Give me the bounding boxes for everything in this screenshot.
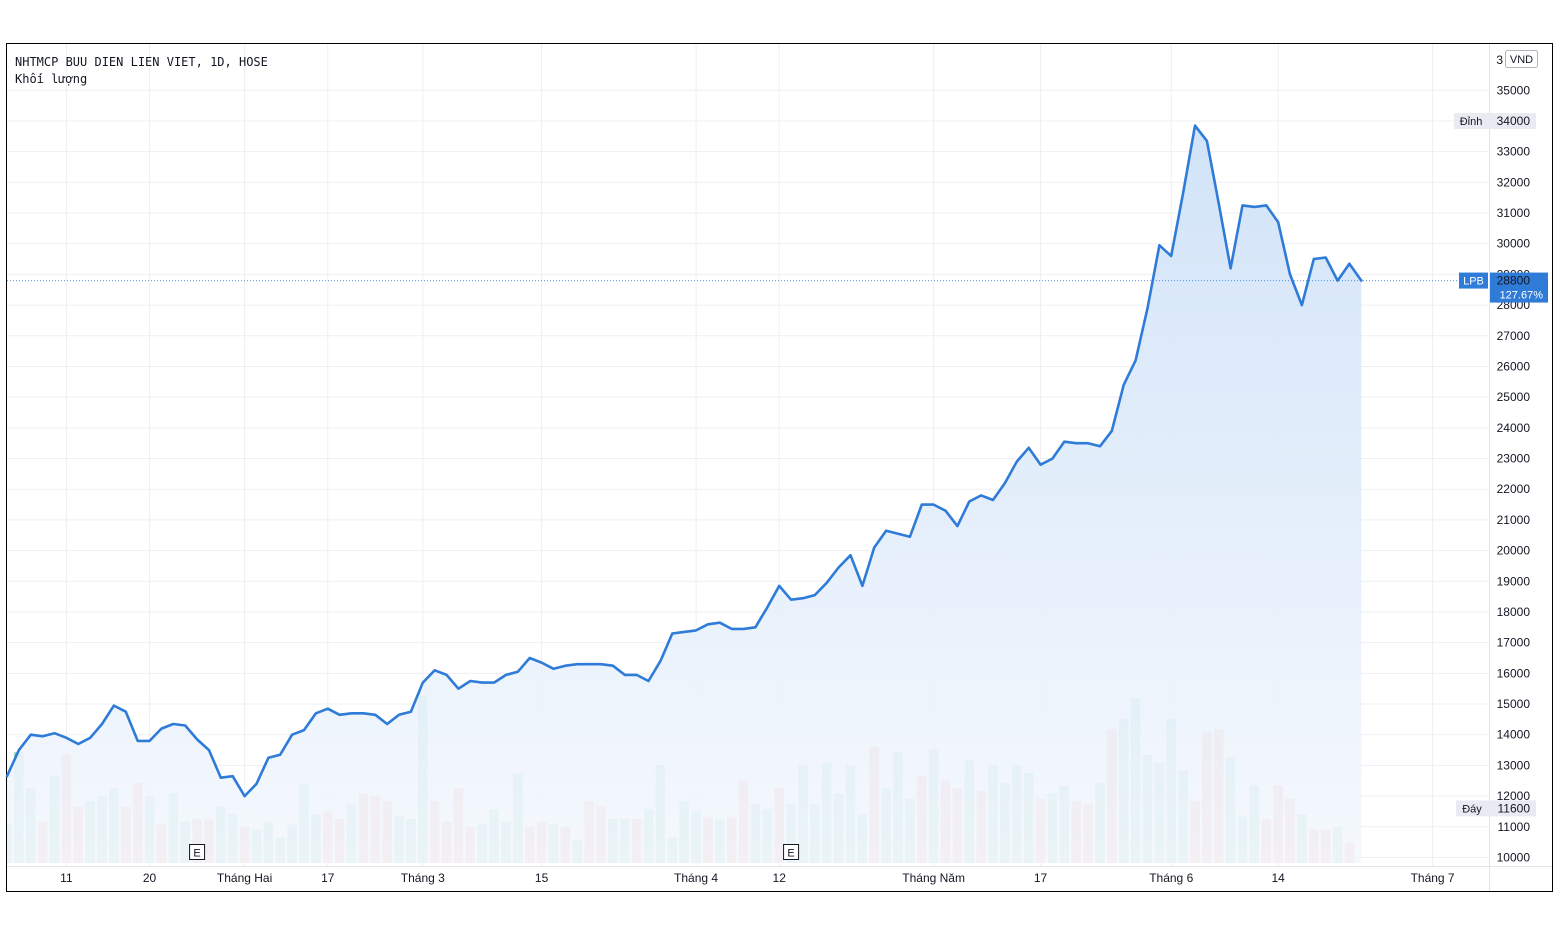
earnings-marker — [783, 844, 800, 860]
x-tick-label: Tháng 4 — [674, 871, 718, 885]
y-tick-label: 13000 — [1497, 758, 1531, 772]
symbol-label: LPB — [1463, 276, 1484, 288]
high-label-box — [1454, 112, 1490, 129]
y-tick-label: 19000 — [1497, 574, 1531, 588]
y-tick-label: 11000 — [1498, 820, 1531, 834]
earnings-marker-label: E — [787, 848, 794, 860]
y-tick-label: 31000 — [1497, 206, 1531, 220]
x-tick-label: Tháng 3 — [401, 871, 445, 885]
y-tick-label: 12000 — [1497, 789, 1531, 803]
price-axis[interactable]: 3500034000330003200031000300002900028000… — [1496, 50, 1538, 865]
time-axis[interactable]: 11 20 Tháng Hai 17 Tháng 3 15 Tháng 4 12 Tháng N… — [60, 871, 1455, 885]
y-tick-label: 14000 — [1497, 728, 1531, 742]
price-area — [7, 125, 1362, 864]
x-tick-label: Tháng Hai — [217, 871, 272, 885]
high-value: 34000 — [1497, 114, 1531, 128]
x-tick-label: 11 — [60, 871, 73, 885]
y-tick-label: 21000 — [1497, 513, 1531, 527]
y-tick-label: 23000 — [1497, 452, 1531, 466]
y-tick-label: 25000 — [1497, 390, 1531, 404]
low-value: 11600 — [1498, 801, 1531, 815]
low-label: Đáy — [1462, 803, 1482, 815]
y-tick-label: 30000 — [1497, 237, 1531, 251]
last-change: 127.67% — [1500, 290, 1544, 302]
chart-title: NHTMCP BUU DIEN LIEN VIET, 1D, HOSE — [15, 55, 268, 69]
last-price: 28800 — [1497, 274, 1531, 288]
x-tick-label: 12 — [773, 871, 787, 885]
earnings-marker — [189, 844, 206, 860]
earnings-marker-label: E — [193, 848, 200, 860]
y-tick-label: 22000 — [1497, 482, 1531, 496]
line-layer — [5, 124, 1489, 798]
low-label-box — [1456, 800, 1490, 817]
x-tick-label: 15 — [535, 871, 549, 885]
y-tick-label: 32000 — [1497, 175, 1531, 189]
y-tick-label: 20000 — [1497, 544, 1531, 558]
label-layer: Đỉnh 34000 Đáy 11600 LPB 28800 127.67% — [1454, 112, 1548, 817]
y-tick-label: 24000 — [1497, 421, 1531, 435]
x-tick-label: 17 — [321, 871, 335, 885]
x-tick-label: Tháng Năm — [902, 871, 965, 885]
currency-box — [1505, 50, 1538, 68]
price-line — [5, 124, 1363, 798]
area-layer — [7, 125, 1362, 864]
y-tick-label: 16000 — [1497, 666, 1531, 680]
y-tick-label: 15000 — [1497, 697, 1531, 711]
symbol-label-box — [1459, 272, 1488, 289]
y-tick-label: 27000 — [1497, 329, 1531, 343]
y-tick-label: 35000 — [1497, 83, 1531, 97]
y-tick-label: 17000 — [1497, 636, 1531, 650]
y-tick-label: 26000 — [1497, 359, 1531, 373]
x-tick-label: Tháng 7 — [1411, 871, 1455, 885]
high-value-box — [1490, 112, 1536, 129]
low-value-box — [1490, 800, 1536, 817]
currency-label: VND — [1510, 54, 1533, 66]
x-tick-label: 17 — [1034, 871, 1048, 885]
y-tick-label: 18000 — [1497, 605, 1531, 619]
x-tick-label: Tháng 6 — [1149, 871, 1193, 885]
y-tick-label: 10000 — [1497, 851, 1531, 865]
y-tick-label: 33000 — [1497, 145, 1531, 159]
x-tick-label: 14 — [1271, 871, 1285, 885]
y-tick-label: 3 — [1496, 53, 1503, 67]
x-tick-label: 20 — [143, 871, 157, 885]
volume-legend: Khối lượng — [15, 72, 88, 86]
last-price-box — [1490, 272, 1548, 303]
high-label: Đỉnh — [1460, 116, 1483, 128]
